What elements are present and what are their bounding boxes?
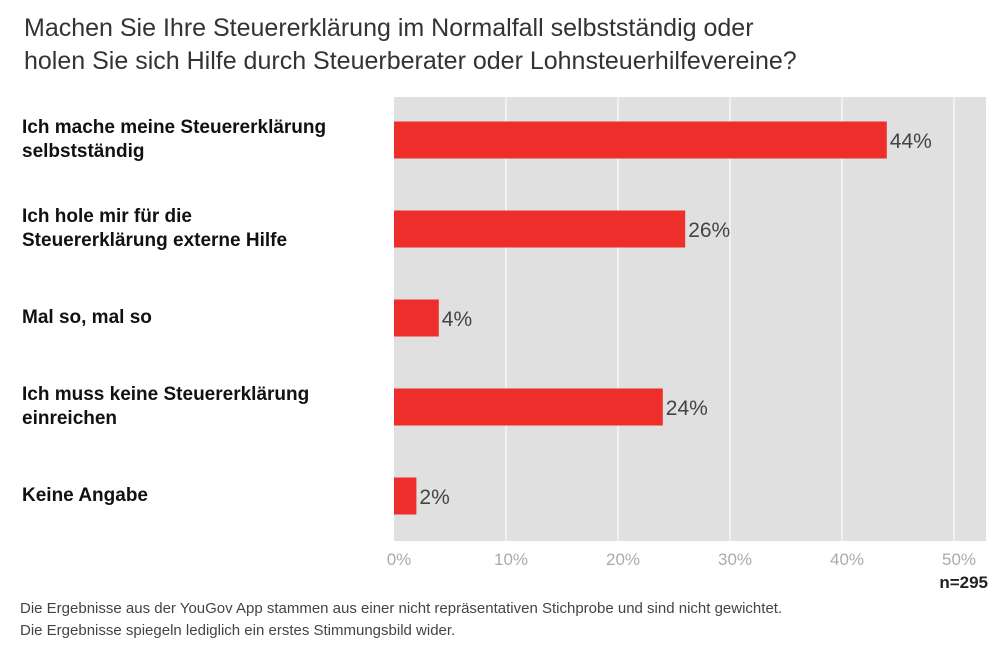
sample-size: n=295 xyxy=(939,573,988,592)
bar xyxy=(394,210,686,248)
plot-background xyxy=(394,97,986,541)
footnote-line: Die Ergebnisse spiegeln lediglich ein er… xyxy=(20,622,456,639)
title-line: Machen Sie Ihre Steuererklärung im Norma… xyxy=(24,14,754,42)
title-line: holen Sie sich Hilfe durch Steuerberater… xyxy=(24,47,797,75)
x-tick-label: 40% xyxy=(830,550,864,569)
data-label: 26% xyxy=(688,219,730,242)
category-label: Ich mache meine Steuererklärung selbststä… xyxy=(22,117,327,162)
category-label: Mal so, mal so xyxy=(22,307,152,328)
bar xyxy=(394,121,887,159)
bar xyxy=(394,388,663,426)
x-tick-label: 10% xyxy=(494,550,528,569)
bar xyxy=(394,477,417,515)
x-tick-label: 0% xyxy=(387,550,412,569)
data-label: 4% xyxy=(442,308,472,331)
x-tick-label: 50% xyxy=(942,550,976,569)
data-label: 44% xyxy=(890,130,932,153)
data-label: 2% xyxy=(419,486,449,509)
footnote: Die Ergebnisse aus der YouGov App stamme… xyxy=(20,598,782,642)
x-tick-label: 30% xyxy=(718,550,752,569)
x-tick-label: 20% xyxy=(606,550,640,569)
category-label: Ich hole mir für die Steuererklärung exte… xyxy=(22,206,288,251)
footnote-line: Die Ergebnisse aus der YouGov App stamme… xyxy=(20,600,783,617)
data-label: 24% xyxy=(666,397,708,420)
category-label: Ich muss keine Steuererklärung einreichen xyxy=(22,384,310,429)
category-label: Keine Angabe xyxy=(22,485,148,506)
bar xyxy=(394,299,439,337)
chart-title: Machen Sie Ihre Steuererklärung im Norma… xyxy=(24,12,974,78)
